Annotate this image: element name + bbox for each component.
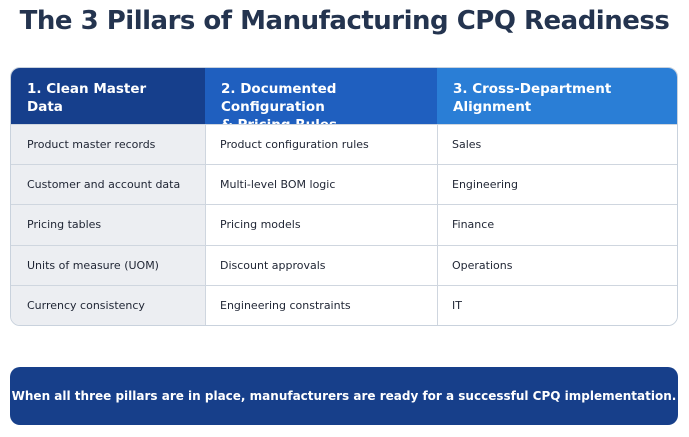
table-cell: Product configuration rules xyxy=(205,124,437,165)
pillar-1-header: 1. Clean Master Data xyxy=(11,68,205,124)
table-cell: Sales xyxy=(437,124,677,165)
pillar-1-header-line1: 1. Clean Master xyxy=(27,81,147,97)
table-cell: Units of measure (UOM) xyxy=(11,244,205,285)
page-title: The 3 Pillars of Manufacturing CPQ Readi… xyxy=(19,6,670,36)
table-cell: Operations xyxy=(437,244,677,285)
table-cell: Discount approvals xyxy=(205,244,437,285)
table-cell: Multi-level BOM logic xyxy=(205,164,437,205)
pillars-table: 1. Clean Master Data 2. Documented Confi… xyxy=(10,67,678,326)
table-cell: Pricing tables xyxy=(11,204,205,245)
table-cell: Finance xyxy=(437,204,677,245)
table-cell: Customer and account data xyxy=(11,164,205,205)
pillar-3-header-line2: Alignment xyxy=(453,99,532,115)
pillar-2-header: 2. Documented Configuration & Pricing Ru… xyxy=(205,68,437,133)
table-cell: IT xyxy=(437,284,677,325)
pillar-3-header: 3. Cross-Department Alignment xyxy=(437,68,677,124)
table-cell: Product master records xyxy=(11,124,205,165)
pillar-1-header-line2: Data xyxy=(27,99,63,115)
table-cell: Engineering xyxy=(437,164,677,205)
pillar-2-header-line1: 2. Documented Configuration xyxy=(221,81,337,115)
summary-banner: When all three pillars are in place, man… xyxy=(10,367,678,425)
table-cell: Engineering constraints xyxy=(205,284,437,325)
table-cell: Currency consistency xyxy=(11,284,205,325)
pillar-3-header-line1: 3. Cross-Department xyxy=(453,81,612,97)
table-cell: Pricing models xyxy=(205,204,437,245)
